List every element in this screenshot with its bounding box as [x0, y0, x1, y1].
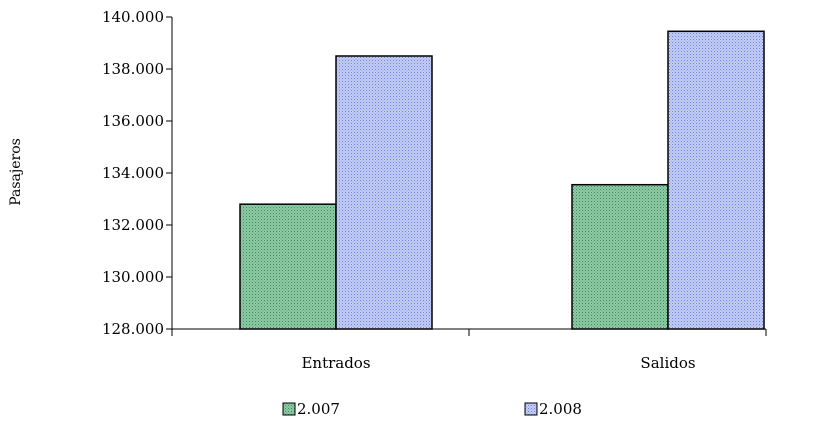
legend-swatch — [524, 402, 538, 416]
category-labels: Entrados Salidos — [301, 354, 695, 372]
bar-entrados-series-1 — [335, 55, 433, 330]
legend-label: 2.007 — [297, 400, 340, 418]
x-category-label: Salidos — [640, 354, 695, 372]
y-axis-label: Pasajeros — [8, 138, 24, 206]
y-tick-label: 138.000 — [102, 60, 164, 78]
bar-salidos-series-0 — [571, 183, 669, 330]
axes — [171, 17, 767, 336]
bar-salidos-series-1 — [667, 30, 765, 330]
y-tick-label: 140.000 — [102, 8, 164, 26]
legend: 2.007 2.008 — [282, 400, 582, 418]
legend-label: 2.008 — [539, 400, 582, 418]
x-category-label: Entrados — [301, 354, 370, 372]
y-tick-label: 132.000 — [102, 216, 164, 234]
y-tick-label: 130.000 — [102, 268, 164, 286]
y-tick-label: 128.000 — [102, 320, 164, 338]
bars — [239, 30, 765, 330]
y-axis-ticks: 128.000 130.000 132.000 134.000 136.000 138.0… — [102, 8, 172, 338]
bar-entrados-series-0 — [239, 203, 337, 330]
y-tick-label: 134.000 — [102, 164, 164, 182]
y-tick-label: 136.000 — [102, 112, 164, 130]
legend-swatch — [282, 402, 296, 416]
